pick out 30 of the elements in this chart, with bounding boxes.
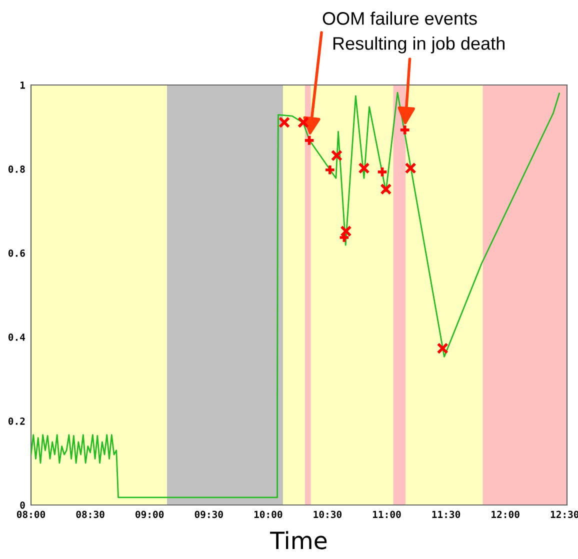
point bbox=[304, 134, 316, 146]
point bbox=[376, 166, 388, 178]
point bbox=[330, 150, 342, 162]
x-tick-label: 10:00 bbox=[254, 510, 282, 518]
x-tick-label: 12:00 bbox=[492, 510, 520, 518]
point bbox=[436, 342, 448, 354]
x-tick-label: 08:00 bbox=[16, 510, 46, 518]
y-tick-label: 0.4 bbox=[8, 333, 26, 341]
x-tick-label: 11:00 bbox=[373, 510, 401, 518]
x-tick-label: 11:30 bbox=[432, 510, 460, 518]
line-series bbox=[31, 92, 560, 498]
point bbox=[324, 164, 336, 176]
point bbox=[380, 183, 392, 195]
annotation: Resulting in job death bbox=[333, 36, 504, 54]
point bbox=[404, 162, 416, 174]
x-axis-title: Time bbox=[270, 531, 327, 550]
point bbox=[278, 116, 290, 128]
x-tick-label: 09:00 bbox=[136, 510, 164, 518]
point bbox=[399, 124, 411, 136]
x-tick-label: 10:30 bbox=[314, 510, 342, 518]
y-tick-label: 0 bbox=[20, 501, 25, 509]
y-tick-label: 0.8 bbox=[8, 165, 25, 173]
y-tick-label: 1 bbox=[20, 82, 25, 89]
x-tick-label: 09:30 bbox=[194, 510, 223, 518]
annotation: OOM failure events bbox=[322, 12, 477, 25]
point bbox=[297, 116, 310, 128]
x-tick-label: 08:30 bbox=[76, 510, 104, 518]
y-tick-label: 0.6 bbox=[8, 249, 25, 257]
y-tick-label: 0.2 bbox=[8, 417, 25, 425]
point bbox=[358, 162, 370, 174]
